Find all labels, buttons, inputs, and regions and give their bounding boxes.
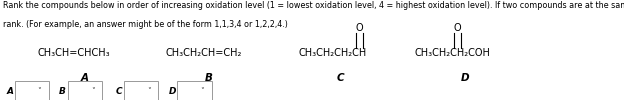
Text: Rank the compounds below in order of increasing oxidation level (1 = lowest oxid: Rank the compounds below in order of inc… bbox=[3, 1, 624, 10]
Text: CH₃CH₂CH₂CH: CH₃CH₂CH₂CH bbox=[298, 48, 366, 58]
Text: B: B bbox=[205, 73, 213, 83]
Text: C: C bbox=[336, 73, 344, 83]
Bar bbox=[68, 80, 102, 100]
Text: ˅: ˅ bbox=[200, 87, 204, 96]
Bar bbox=[177, 80, 212, 100]
Text: O: O bbox=[356, 23, 363, 33]
Text: CH₃CH₂CH₂COH: CH₃CH₂CH₂COH bbox=[415, 48, 491, 58]
Text: ˅: ˅ bbox=[147, 87, 151, 96]
Text: ˅: ˅ bbox=[90, 87, 95, 96]
Text: ˅: ˅ bbox=[37, 87, 42, 96]
Text: C: C bbox=[115, 87, 122, 96]
Bar bbox=[15, 80, 49, 100]
Text: A: A bbox=[6, 87, 13, 96]
Text: CH₃CH₂CH=CH₂: CH₃CH₂CH=CH₂ bbox=[165, 48, 241, 58]
Bar bbox=[124, 80, 158, 100]
Text: rank. (For example, an answer might be of the form 1,1,3,4 or 1,2,2,4.): rank. (For example, an answer might be o… bbox=[3, 20, 288, 29]
Text: A: A bbox=[80, 73, 88, 83]
Text: CH₃CH=CHCH₃: CH₃CH=CHCH₃ bbox=[37, 48, 110, 58]
Text: O: O bbox=[454, 23, 461, 33]
Text: D: D bbox=[168, 87, 176, 96]
Text: B: B bbox=[59, 87, 66, 96]
Text: D: D bbox=[461, 73, 469, 83]
